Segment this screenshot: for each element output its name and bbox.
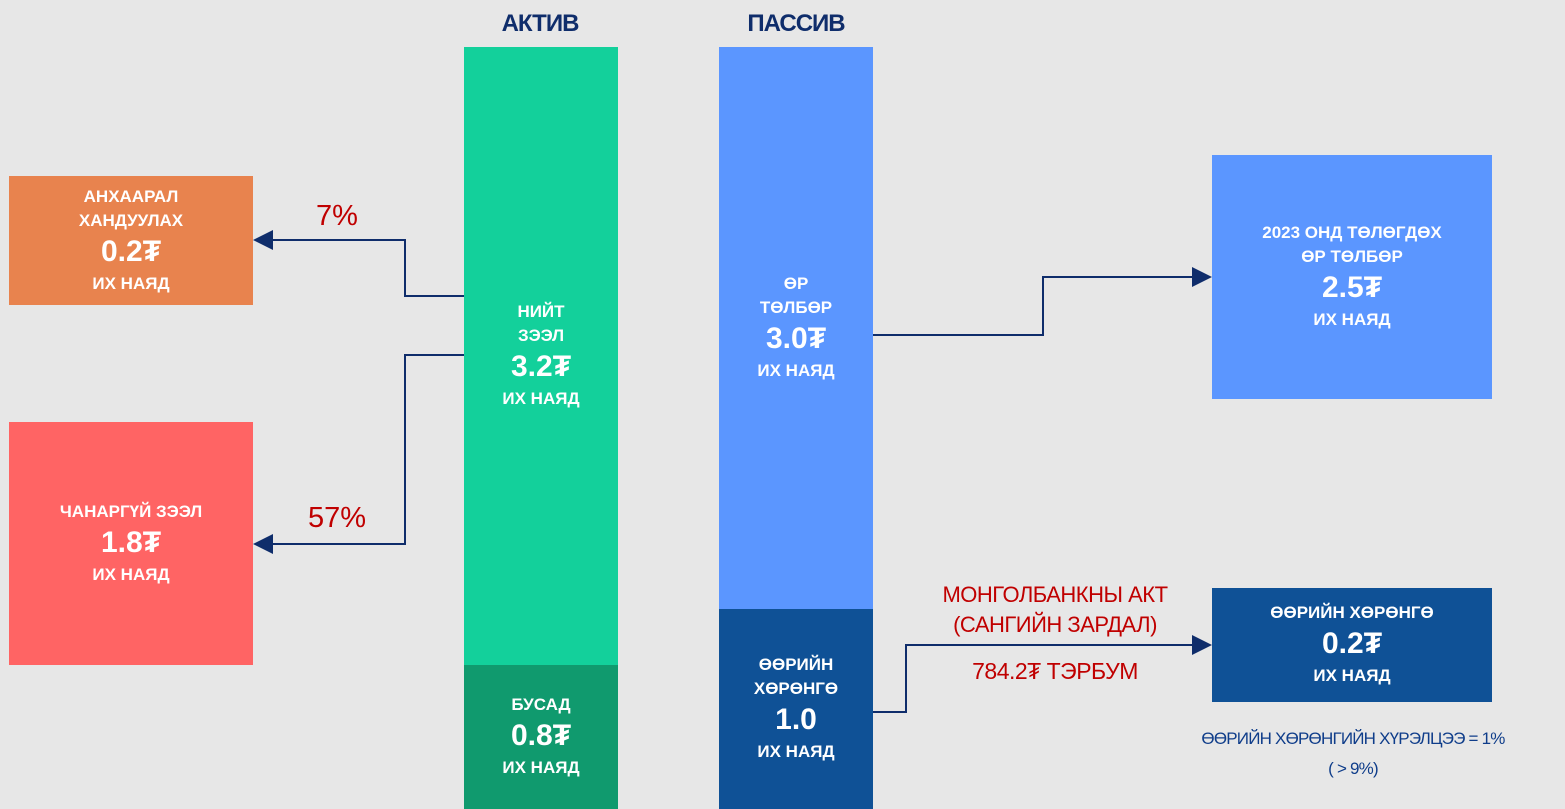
node-label: ӨӨРИЙН <box>758 655 834 674</box>
node-label: АНХААРАЛ <box>83 186 179 206</box>
node-label: ӨӨРИЙН ХӨРӨНГӨ <box>1270 603 1434 622</box>
node-value: 3.2₮ <box>510 350 572 383</box>
node-unit: ИХ НАЯД <box>757 742 835 761</box>
node-value: 0.8₮ <box>510 719 572 752</box>
node-label: ХАНДУУЛАХ <box>78 210 184 230</box>
share-label: 57% <box>307 502 367 534</box>
edge-label-line: (САНГИЙН ЗАРДАЛ) <box>953 612 1157 637</box>
node-unit: ИХ НАЯД <box>1313 310 1391 329</box>
node-unit: ИХ НАЯД <box>92 273 170 293</box>
arrow <box>253 230 464 297</box>
node-value: 0.2₮ <box>1321 627 1383 660</box>
node-box: 2023 ОНД ТӨЛӨГДӨХ ӨР ТӨЛБӨР 2.5₮ ИХ НАЯД <box>1212 155 1492 399</box>
node-box: АНХААРАЛ ХАНДУУЛАХ 0.2₮ ИХ НАЯД <box>9 176 253 305</box>
arrow <box>873 635 1212 713</box>
edge-label-line: МОНГОЛБАНКНЫ АКТ <box>942 582 1168 607</box>
node-unit: ИХ НАЯД <box>92 564 170 584</box>
node-label: ХӨРӨНГӨ <box>753 679 839 698</box>
node-box: ӨР ТӨЛБӨР 3.0₮ ИХ НАЯД <box>719 47 873 609</box>
note-line: ( > 9%) <box>1328 759 1378 778</box>
node-unit: ИХ НАЯД <box>1313 666 1391 685</box>
node-box: ЧАНАРГҮЙ ЗЭЭЛ 1.8₮ ИХ НАЯД <box>9 422 253 665</box>
node-label: ЗЭЭЛ <box>517 326 565 345</box>
share-label: 7% <box>316 200 358 232</box>
node-value: 1.8₮ <box>100 525 162 559</box>
node-label: ӨР ТӨЛБӨР <box>1301 247 1403 266</box>
node-box: НИЙТ ЗЭЭЛ 3.2₮ ИХ НАЯД <box>464 47 618 665</box>
node-unit: ИХ НАЯД <box>502 389 580 408</box>
node-unit: ИХ НАЯД <box>757 361 835 380</box>
arrow <box>253 354 464 554</box>
node-value: 0.2₮ <box>100 234 162 268</box>
node-value: 3.0₮ <box>765 322 827 355</box>
node-label: 2023 ОНД ТӨЛӨГДӨХ <box>1262 223 1442 242</box>
node-box: БУСАД 0.8₮ ИХ НАЯД <box>464 665 618 809</box>
node-unit: ИХ НАЯД <box>502 758 580 777</box>
node-label: НИЙТ <box>517 302 565 321</box>
note: ӨӨРИЙН ХӨРӨНГИЙН ХҮРЭЛЦЭЭ = 1% ( > 9%) <box>1201 724 1505 784</box>
edge-amount: 784.2₮ ТЭРБУМ <box>972 658 1138 684</box>
arrow <box>873 267 1212 336</box>
node-value: 1.0 <box>775 703 817 736</box>
node-value: 2.5₮ <box>1321 271 1383 304</box>
edge-label: МОНГОЛБАНКНЫ АКТ (САНГИЙН ЗАРДАЛ) <box>942 580 1168 640</box>
header: ПАССИВ <box>747 10 845 37</box>
node-label: ЧАНАРГҮЙ ЗЭЭЛ <box>59 501 203 521</box>
header: АКТИВ <box>501 10 580 37</box>
node-box: ӨӨРИЙН ХӨРӨНГӨ 1.0 ИХ НАЯД <box>719 609 873 809</box>
node-box: ӨӨРИЙН ХӨРӨНГӨ 0.2₮ ИХ НАЯД <box>1212 588 1492 702</box>
node-label: БУСАД <box>511 695 571 714</box>
node-label: ӨР <box>783 274 809 293</box>
note-line: ӨӨРИЙН ХӨРӨНГИЙН ХҮРЭЛЦЭЭ = 1% <box>1201 729 1505 748</box>
node-label: ТӨЛБӨР <box>759 298 833 317</box>
